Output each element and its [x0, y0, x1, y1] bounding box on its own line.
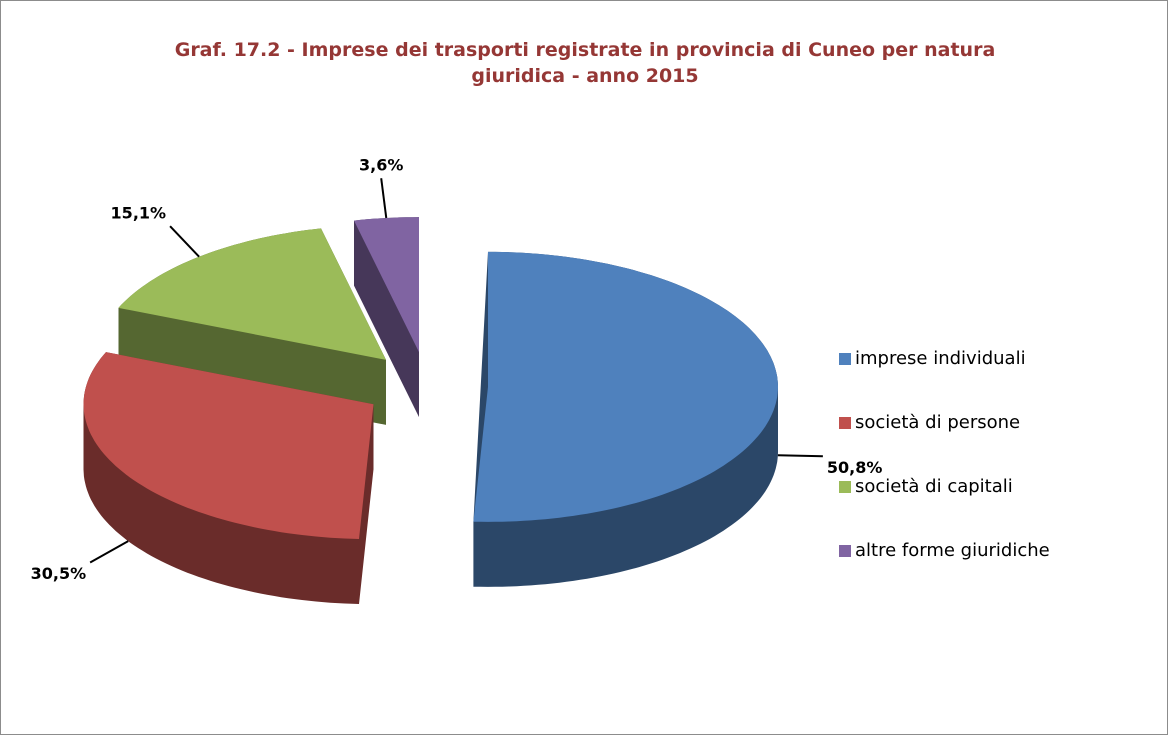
slice: [473, 251, 778, 522]
legend-label: imprese individuali: [855, 348, 1026, 369]
data-label: 50,8%: [827, 458, 883, 477]
legend-swatch: [839, 353, 851, 365]
slice: [354, 217, 419, 353]
leader-line: [89, 540, 129, 564]
leader-line: [169, 225, 200, 258]
legend-swatch: [839, 417, 851, 429]
legend-swatch: [839, 545, 851, 557]
legend-swatch: [839, 481, 851, 493]
leader-line: [380, 178, 388, 219]
legend-label: società di persone: [855, 412, 1020, 433]
slice: [118, 228, 386, 360]
leader-line: [777, 454, 823, 458]
legend-label: altre forme giuridiche: [855, 540, 1050, 561]
chart-title: Graf. 17.2 - Imprese dei trasporti regis…: [174, 39, 996, 87]
legend-label: società di capitali: [855, 476, 1013, 497]
slice: [83, 352, 374, 539]
data-label: 15,1%: [111, 204, 167, 223]
data-label: 30,5%: [31, 564, 87, 583]
data-label: 3,6%: [359, 156, 403, 175]
